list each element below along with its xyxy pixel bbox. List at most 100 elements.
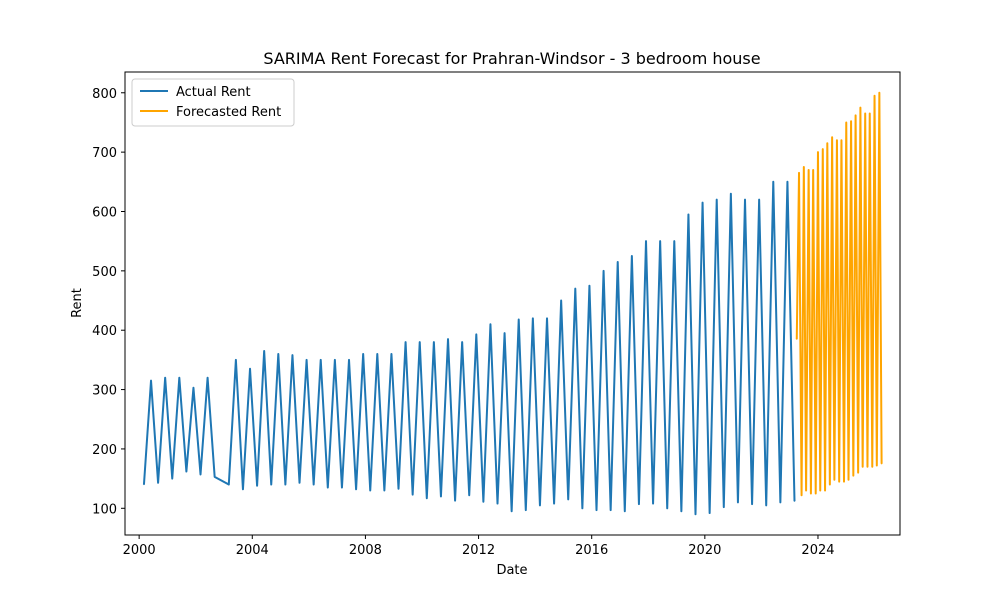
data-point-actual — [228, 483, 230, 486]
data-point-forecast — [819, 489, 821, 492]
data-point-forecast — [838, 480, 840, 483]
data-point-actual — [511, 510, 513, 512]
data-point-actual — [489, 323, 492, 325]
data-point-forecast — [800, 494, 803, 496]
data-point-actual — [348, 359, 350, 361]
data-point-forecast — [847, 479, 850, 481]
data-point-actual — [574, 288, 576, 290]
data-point-actual — [235, 359, 237, 361]
y-axis-title: Rent — [70, 288, 85, 318]
data-point-actual — [454, 499, 456, 502]
data-point-actual — [638, 503, 640, 505]
data-point-actual — [687, 213, 690, 216]
data-point-forecast — [852, 475, 854, 477]
data-point-forecast — [817, 151, 819, 153]
data-point-actual — [433, 341, 435, 343]
data-point-forecast — [831, 136, 833, 138]
data-point-actual — [645, 240, 647, 242]
legend-label-actual: Actual Rent — [176, 85, 251, 100]
y-tick-label: 100 — [92, 502, 117, 517]
data-point-forecast — [803, 166, 805, 168]
data-point-actual — [369, 489, 371, 492]
data-point-forecast — [805, 489, 807, 492]
series-line-actual — [142, 180, 796, 516]
legend-label-forecast: Forecasted Rent — [176, 105, 281, 120]
y-tick-label: 800 — [92, 87, 117, 102]
data-point-actual — [610, 509, 612, 511]
data-point-actual — [475, 333, 477, 335]
legend: Actual Rent Forecasted Rent — [131, 78, 295, 127]
data-point-actual — [723, 506, 725, 508]
data-point-forecast — [808, 169, 810, 171]
data-point-actual — [496, 502, 499, 505]
data-point-forecast — [876, 464, 878, 467]
x-tick-label: 2024 — [801, 543, 834, 558]
data-point-actual — [758, 199, 760, 201]
data-point-actual — [468, 494, 470, 496]
data-point-forecast — [829, 483, 831, 486]
data-point-actual — [666, 507, 668, 509]
x-tick-label: 2000 — [123, 543, 156, 558]
data-point-actual — [624, 510, 626, 512]
y-tick-label: 200 — [92, 443, 117, 458]
data-point-forecast — [798, 172, 800, 174]
data-point-actual — [284, 483, 286, 486]
data-point-actual — [355, 488, 357, 490]
data-point-forecast — [878, 92, 880, 94]
data-point-actual — [171, 478, 173, 480]
data-point-actual — [793, 500, 796, 502]
data-point-actual — [341, 486, 343, 489]
data-point-actual — [709, 512, 711, 514]
data-point-actual — [581, 507, 583, 509]
data-point-actual — [525, 509, 527, 511]
data-point-actual — [553, 502, 555, 505]
data-point-actual — [659, 240, 661, 242]
plot-lines — [142, 91, 883, 516]
data-point-forecast — [810, 492, 812, 495]
data-point-actual — [560, 299, 562, 302]
x-tick-label: 2012 — [462, 543, 495, 558]
data-point-actual — [532, 317, 534, 319]
data-point-actual — [256, 485, 258, 487]
data-point-forecast — [812, 169, 814, 171]
data-point-actual — [786, 181, 789, 183]
data-point-actual — [447, 338, 449, 340]
x-tick-label: 2020 — [688, 543, 721, 558]
data-point-actual — [249, 368, 251, 370]
data-point-actual — [680, 510, 682, 512]
data-point-forecast — [881, 463, 883, 465]
data-point-actual — [390, 353, 393, 355]
data-point-actual — [164, 377, 166, 379]
data-point-actual — [157, 482, 159, 484]
data-point-actual — [744, 199, 746, 201]
data-point-forecast — [854, 114, 857, 116]
data-point-actual — [588, 285, 591, 287]
data-point-actual — [595, 509, 598, 511]
data-point-forecast — [843, 480, 845, 483]
data-point-actual — [440, 495, 442, 498]
data-point-actual — [546, 317, 548, 319]
data-point-actual — [242, 488, 244, 490]
data-point-forecast — [840, 139, 843, 141]
data-point-actual — [397, 488, 400, 490]
data-point-forecast — [850, 120, 852, 122]
data-point-actual — [320, 359, 322, 361]
data-point-actual — [694, 513, 697, 515]
data-point-actual — [150, 380, 152, 382]
y-tick-label: 700 — [92, 146, 117, 161]
data-point-forecast — [824, 489, 826, 492]
data-point-forecast — [833, 479, 835, 481]
data-point-actual — [298, 482, 301, 484]
data-point-actual — [206, 377, 209, 379]
data-point-actual — [737, 501, 739, 503]
data-point-actual — [362, 353, 364, 355]
data-point-actual — [779, 501, 781, 503]
data-point-actual — [376, 353, 378, 355]
data-point-actual — [730, 193, 732, 195]
data-point-actual — [716, 199, 718, 201]
data-point-actual — [765, 504, 767, 506]
y-tick-label: 400 — [92, 324, 117, 339]
data-point-forecast — [836, 139, 838, 141]
data-point-forecast — [857, 472, 859, 474]
data-point-forecast — [866, 466, 869, 468]
